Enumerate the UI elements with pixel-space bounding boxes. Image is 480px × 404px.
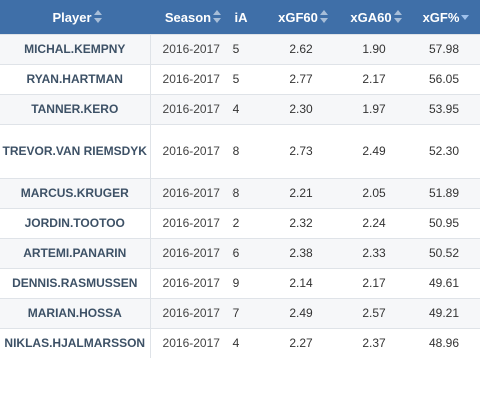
xgfpct-cell: 50.95 bbox=[408, 207, 480, 238]
xgfpct-cell: 51.89 bbox=[408, 177, 480, 208]
xgf60-cell: 2.73 bbox=[262, 123, 340, 178]
player-name: TANNER.KERO bbox=[0, 93, 151, 124]
column-header-season[interactable]: Season bbox=[150, 0, 232, 34]
player-name: DENNIS.RASMUSSEN bbox=[0, 267, 151, 298]
player-name: JORDIN.TOOTOO bbox=[0, 207, 151, 238]
xga60-cell: 2.17 bbox=[340, 63, 408, 94]
column-header-xga60[interactable]: xGA60 bbox=[340, 0, 408, 34]
xgfpct-cell: 53.95 bbox=[408, 93, 480, 124]
column-header-xgf60[interactable]: xGF60 bbox=[262, 0, 340, 34]
season-cell: 2016-2017 bbox=[150, 207, 232, 238]
xga60-cell: 2.05 bbox=[340, 177, 408, 208]
season-cell: 2016-2017 bbox=[150, 237, 232, 268]
header-label: xGF60 bbox=[278, 9, 318, 25]
clipped-stat-cell: 08 bbox=[232, 177, 262, 208]
xgf60-cell: 2.32 bbox=[262, 207, 340, 238]
xga60-cell: 2.49 bbox=[340, 123, 408, 178]
player-name: RYAN.HARTMAN bbox=[0, 63, 151, 94]
stats-table: Player Season iA xGF60 xGA60 xGF% MICHAL… bbox=[0, 0, 480, 358]
player-name: MICHAL.KEMPNY bbox=[0, 33, 151, 64]
xga60-cell: 2.17 bbox=[340, 267, 408, 298]
season-cell: 2016-2017 bbox=[150, 63, 232, 94]
xga60-cell: 2.37 bbox=[340, 327, 408, 358]
clipped-stat-cell: 32 bbox=[232, 207, 262, 238]
table-header-row: Player Season iA xGF60 xGA60 xGF% bbox=[0, 0, 480, 34]
xga60-cell: 2.57 bbox=[340, 297, 408, 328]
clipped-value: 32 bbox=[232, 216, 240, 230]
table-body: MICHAL.KEMPNY2016-2017652.621.9057.98RYA… bbox=[0, 33, 480, 358]
xgfpct-cell: 49.21 bbox=[408, 297, 480, 328]
xgfpct-cell: 49.61 bbox=[408, 267, 480, 298]
clipped-value: 77 bbox=[232, 306, 240, 320]
xga60-cell: 2.24 bbox=[340, 207, 408, 238]
player-name: MARCUS.KRUGER bbox=[0, 177, 151, 208]
season-cell: 2016-2017 bbox=[150, 327, 232, 358]
season-cell: 2016-2017 bbox=[150, 93, 232, 124]
clipped-stat-cell: 56 bbox=[232, 237, 262, 268]
column-header-xgfpct[interactable]: xGF% bbox=[408, 0, 480, 34]
xgf60-cell: 2.38 bbox=[262, 237, 340, 268]
player-name: TREVOR.VAN RIEMSDYK bbox=[0, 123, 151, 178]
player-name: ARTEMI.PANARIN bbox=[0, 237, 151, 268]
column-header-clipped[interactable]: iA bbox=[232, 0, 262, 34]
xgfpct-cell: 50.52 bbox=[408, 237, 480, 268]
xgf60-cell: 2.77 bbox=[262, 63, 340, 94]
clipped-value: 75 bbox=[232, 72, 240, 86]
clipped-value: 64 bbox=[232, 336, 240, 351]
xgfpct-cell: 52.30 bbox=[408, 123, 480, 178]
xga60-cell: 1.90 bbox=[340, 33, 408, 64]
season-cell: 2016-2017 bbox=[150, 33, 232, 64]
header-label: iA bbox=[234, 9, 248, 25]
xgfpct-cell: 56.05 bbox=[408, 63, 480, 94]
xga60-cell: 1.97 bbox=[340, 93, 408, 124]
xgf60-cell: 2.49 bbox=[262, 297, 340, 328]
xgf60-cell: 2.14 bbox=[262, 267, 340, 298]
xgfpct-cell: 48.96 bbox=[408, 327, 480, 358]
header-label: Season bbox=[164, 9, 212, 25]
clipped-stat-cell: 24 bbox=[232, 93, 262, 124]
column-header-player[interactable]: Player bbox=[0, 0, 150, 34]
player-name: NIKLAS.HJALMARSSON bbox=[0, 327, 151, 358]
clipped-stat-cell: 78 bbox=[232, 123, 262, 178]
clipped-stat-cell: 59 bbox=[232, 267, 262, 298]
clipped-stat-cell: 75 bbox=[232, 63, 262, 94]
player-name: MARIAN.HOSSA bbox=[0, 297, 151, 328]
clipped-value: 78 bbox=[232, 144, 240, 158]
clipped-value: 08 bbox=[232, 186, 240, 200]
header-label: xGA60 bbox=[350, 9, 392, 25]
clipped-stat-cell: 64 bbox=[232, 327, 262, 358]
clipped-value: 56 bbox=[232, 246, 240, 260]
season-cell: 2016-2017 bbox=[150, 177, 232, 208]
header-label: Player bbox=[52, 9, 92, 25]
header-label: xGF% bbox=[422, 9, 460, 25]
clipped-value: 65 bbox=[232, 42, 240, 56]
clipped-value: 59 bbox=[232, 276, 240, 290]
clipped-stat-cell: 77 bbox=[232, 297, 262, 328]
season-cell: 2016-2017 bbox=[150, 123, 232, 178]
clipped-value: 24 bbox=[232, 102, 240, 116]
clipped-stat-cell: 65 bbox=[232, 33, 262, 64]
xgfpct-cell: 57.98 bbox=[408, 33, 480, 64]
season-cell: 2016-2017 bbox=[150, 267, 232, 298]
xgf60-cell: 2.27 bbox=[262, 327, 340, 358]
xgf60-cell: 2.62 bbox=[262, 33, 340, 64]
season-cell: 2016-2017 bbox=[150, 297, 232, 328]
xgf60-cell: 2.21 bbox=[262, 177, 340, 208]
xga60-cell: 2.33 bbox=[340, 237, 408, 268]
xgf60-cell: 2.30 bbox=[262, 93, 340, 124]
